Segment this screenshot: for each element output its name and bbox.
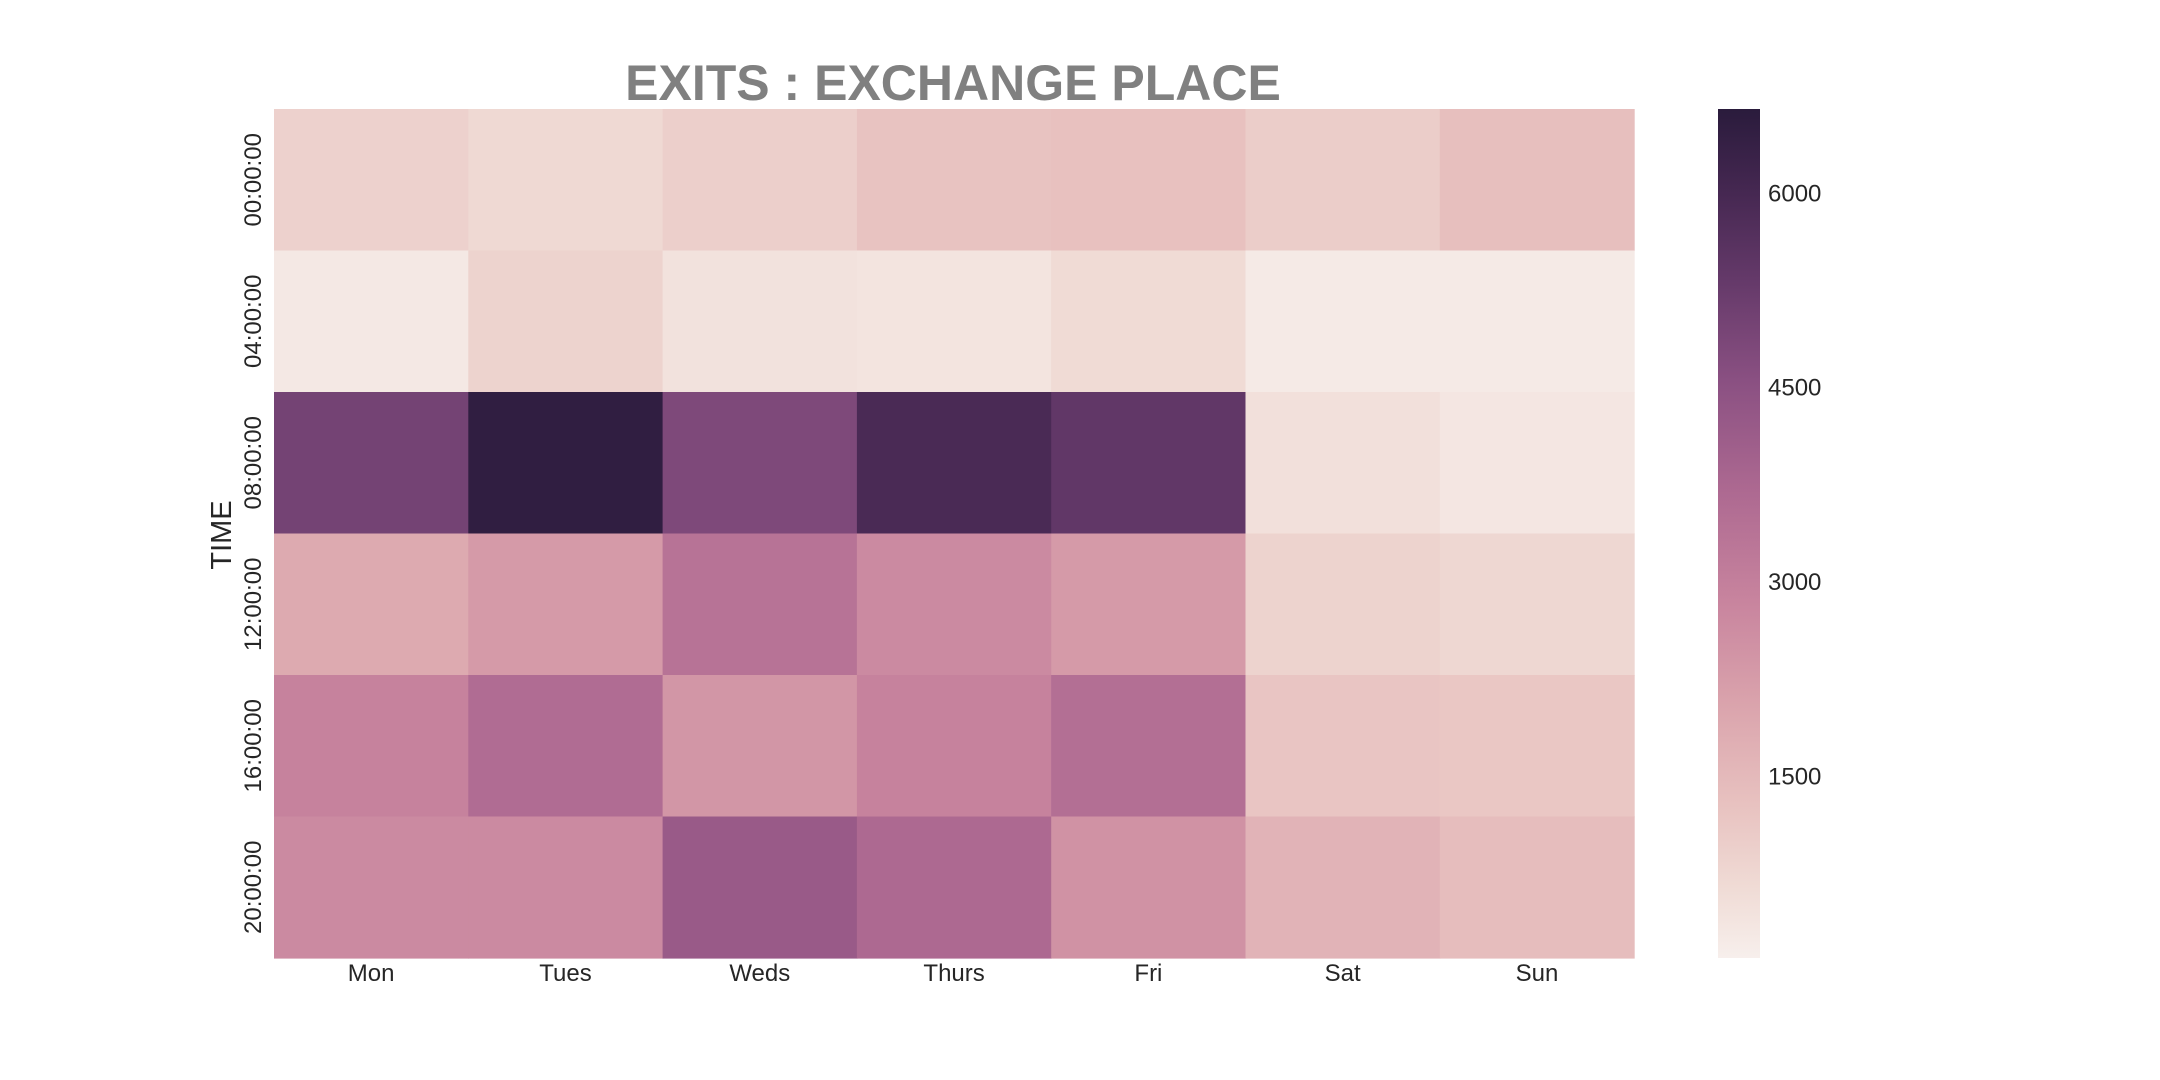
heatmap-cell-16:00:00-Tues [468,675,664,818]
heatmap-cell-08:00:00-Mon [274,392,469,535]
heatmap-cell-08:00:00-Weds [662,392,858,535]
heatmap-cell-08:00:00-Sun [1439,392,1635,535]
y-tick-labels: 00:00:00 04:00:00 08:00:00 12:00:00 16:00:00… [240,133,267,934]
colorbar-tick-label: 1500 [1768,764,1821,791]
colorbar [1718,109,1760,958]
y-tick-label: 16:00:00 [240,699,267,792]
heatmap-cell-12:00:00-Fri [1051,533,1247,676]
heatmap-cell-00:00:00-Sun [1439,109,1635,252]
heatmap-cell-00:00:00-Mon [274,109,469,252]
heatmap-cell-16:00:00-Sat [1245,675,1441,818]
heatmap-cell-12:00:00-Sun [1439,533,1635,676]
heatmap-cell-04:00:00-Thurs [856,250,1052,393]
y-tick-label: 12:00:00 [240,558,267,651]
chart-title: EXITS : EXCHANGE PLACE [625,55,1281,111]
heatmap-cell-08:00:00-Tues [468,392,664,535]
heatmap-cell-20:00:00-Sun [1439,816,1635,959]
heatmap-cell-16:00:00-Fri [1051,675,1247,818]
x-tick-labels: Mon Tues Weds Thurs Fri Sat Sun [348,960,1559,987]
x-tick-label: Fri [1134,960,1162,987]
heatmap-cell-12:00:00-Thurs [856,533,1052,676]
x-tick-label: Weds [729,960,790,987]
heatmap-cell-04:00:00-Sun [1439,250,1635,393]
y-tick-label: 20:00:00 [240,841,267,934]
heatmap-cell-00:00:00-Fri [1051,109,1247,252]
heatmap-cell-08:00:00-Fri [1051,392,1247,535]
heatmap-cell-00:00:00-Tues [468,109,664,252]
y-tick-label: 04:00:00 [240,275,267,368]
heatmap-cell-20:00:00-Sat [1245,816,1441,959]
y-tick-label: 08:00:00 [240,416,267,509]
heatmap-cell-20:00:00-Thurs [856,816,1052,959]
heatmap-cell-16:00:00-Sun [1439,675,1635,818]
x-tick-label: Sun [1516,960,1559,987]
colorbar-tick-label: 3000 [1768,569,1821,596]
colorbar-tick-labels: 1500 3000 4500 6000 [1768,180,1821,790]
heatmap-cell-00:00:00-Thurs [856,109,1052,252]
heatmap-cell-16:00:00-Mon [274,675,469,818]
x-tick-label: Thurs [923,960,984,987]
heatmap-cell-00:00:00-Sat [1245,109,1441,252]
y-tick-label: 00:00:00 [240,133,267,226]
heatmap-cell-20:00:00-Tues [468,816,664,959]
heatmap-cell-04:00:00-Tues [468,250,664,393]
x-tick-label: Tues [539,960,591,987]
heatmap-cell-12:00:00-Tues [468,533,664,676]
heatmap-cell-04:00:00-Sat [1245,250,1441,393]
heatmap-cell-04:00:00-Fri [1051,250,1247,393]
heatmap-cell-12:00:00-Sat [1245,533,1441,676]
y-axis-label: TIME [206,500,238,569]
heatmap-cell-08:00:00-Thurs [856,392,1052,535]
heatmap-cell-12:00:00-Weds [662,533,858,676]
heatmap-cell-16:00:00-Weds [662,675,858,818]
colorbar-tick-label: 4500 [1768,375,1821,402]
heatmap-cell-20:00:00-Weds [662,816,858,959]
heatmap-cell-16:00:00-Thurs [856,675,1052,818]
heatmap-cell-20:00:00-Mon [274,816,469,959]
heatmap-cell-20:00:00-Fri [1051,816,1247,959]
heatmap-cell-08:00:00-Sat [1245,392,1441,535]
heatmap-cells [274,109,1635,959]
x-tick-label: Mon [348,960,395,987]
x-tick-label: Sat [1325,960,1361,987]
heatmap-cell-00:00:00-Weds [662,109,858,252]
heatmap-cell-04:00:00-Weds [662,250,858,393]
colorbar-tick-label: 6000 [1768,180,1821,207]
heatmap-cell-12:00:00-Mon [274,533,469,676]
heatmap-cell-04:00:00-Mon [274,250,469,393]
